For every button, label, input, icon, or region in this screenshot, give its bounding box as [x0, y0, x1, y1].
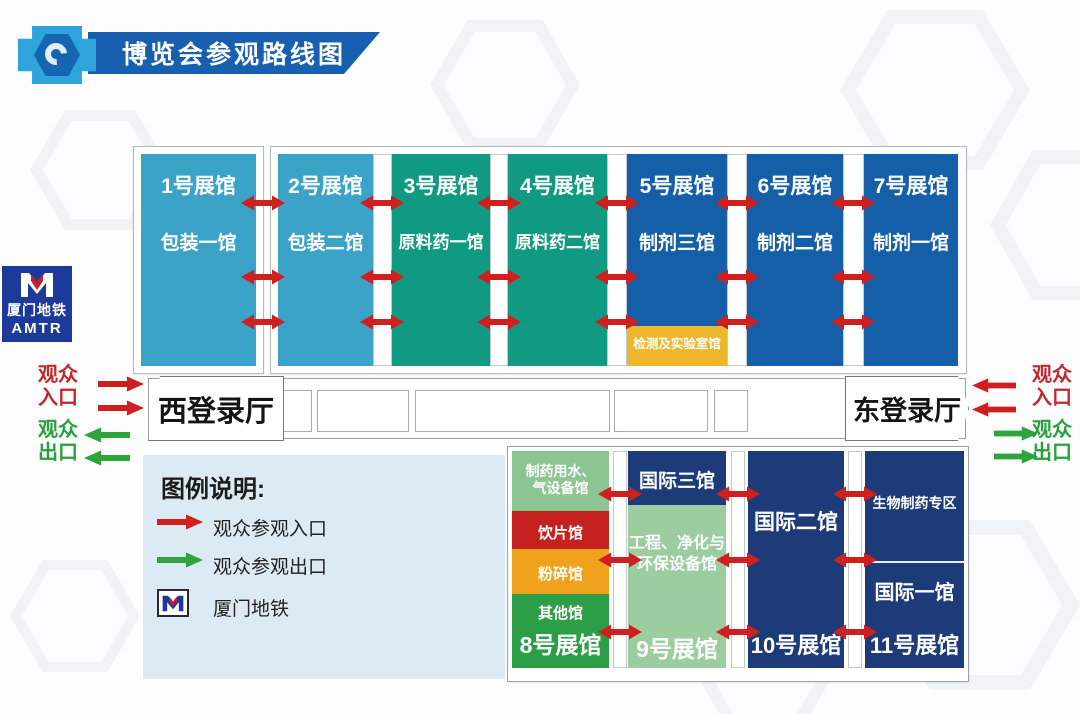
legend-exit-label: 观众参观出口 — [213, 557, 328, 578]
hall-8-number: 8号展馆 — [519, 632, 602, 658]
hall-1-number: 1号展馆 — [161, 175, 236, 198]
hall-11-divider — [865, 561, 964, 563]
hall-8-decoction-zone: 饮片馆 — [512, 511, 609, 549]
hall-10-number: 10号展馆 — [750, 633, 842, 658]
zone-label: 其他馆 — [537, 605, 583, 622]
hall-4: 4号展馆 原料药二馆 — [508, 154, 607, 366]
hall-6-name: 制剂二馆 — [756, 233, 833, 254]
legend-entrance-label: 观众参观入口 — [213, 519, 328, 540]
hall-6: 6号展馆 制剂二馆 — [747, 154, 843, 366]
hall-4-number: 4号展馆 — [520, 175, 595, 198]
hall-2: 2号展馆 包装二馆 — [278, 154, 373, 366]
corridor — [843, 154, 864, 366]
hall-7: 7号展馆 制剂一馆 — [864, 154, 958, 366]
hall-10-name: 国际二馆 — [754, 511, 838, 534]
hall-11-number: 11号展馆 — [869, 633, 960, 658]
zone-label: 制药用水、 — [525, 463, 596, 479]
gate-text: 入口 — [38, 387, 78, 409]
metro-name-en: AMTR — [11, 320, 63, 337]
visitor-exit-label-left: 观众 出口 — [26, 419, 90, 465]
corridor — [607, 154, 627, 366]
visitor-exit-label-right: 观众 出口 — [1020, 419, 1080, 465]
hall-3: 3号展馆 原料药一馆 — [392, 154, 490, 366]
hall-1: 1号展馆 包装一馆 — [141, 154, 256, 366]
gate-text: 出口 — [38, 442, 78, 464]
expo-logo-icon — [12, 18, 104, 90]
legend-title: 图例说明: — [161, 476, 265, 503]
hall-2-name: 包装二馆 — [287, 233, 364, 254]
zone-label: 环保设备馆 — [636, 556, 717, 573]
hall-5-lab-zone: 检测及实验室馆 — [627, 326, 727, 366]
zone-label: 工程、净化与 — [628, 535, 725, 552]
hall-11-name: 国际一馆 — [874, 582, 955, 604]
entrance-arrow-icon — [157, 513, 203, 536]
hall-2-number: 2号展馆 — [288, 175, 363, 198]
exit-arrow-icon — [994, 448, 1038, 470]
entrance-arrow-icon — [98, 375, 144, 398]
zone-label: 气设备馆 — [532, 480, 589, 496]
corridor — [373, 154, 392, 366]
entrance-arrow-icon — [972, 377, 1016, 399]
corridor — [848, 451, 862, 668]
gate-text: 观众 — [1032, 364, 1072, 386]
registration-booth — [614, 390, 708, 432]
metro-logo-icon — [21, 273, 53, 297]
visitor-entrance-label-left: 观众 入口 — [26, 364, 90, 410]
hall-6-number: 6号展馆 — [757, 175, 833, 198]
registration-booth — [317, 390, 409, 432]
west-registration-hall: 西登录厅 — [148, 376, 284, 441]
legend-panel: 图例说明: 观众参观入口 观众参观出口 厦门地铁 — [143, 455, 505, 679]
hall-5-name: 制剂三馆 — [638, 233, 715, 254]
hall-11-biopharma-zone: 生物制药专区 — [872, 495, 957, 511]
metro-logo-icon — [157, 589, 189, 617]
east-registration-hall: 东登录厅 — [845, 376, 969, 441]
hall-1-name: 包装一馆 — [160, 233, 237, 254]
metro-badge: 厦门地铁 AMTR — [2, 266, 72, 342]
hall-3-name: 原料药一馆 — [398, 233, 484, 252]
hall-10: 国际二馆 10号展馆 — [748, 451, 844, 668]
east-hall-label: 东登录厅 — [853, 396, 961, 426]
exit-arrow-icon — [84, 449, 130, 472]
gate-text: 出口 — [1032, 442, 1072, 464]
metro-name-cn: 厦门地铁 — [7, 302, 67, 318]
page-title-banner: 博览会参观路线图 — [88, 32, 380, 74]
zone-label: 粉碎馆 — [537, 566, 583, 583]
zone-label: 国际三馆 — [638, 471, 715, 492]
gate-text: 入口 — [1032, 387, 1072, 409]
corridor — [731, 451, 745, 668]
hall-5-number: 5号展馆 — [639, 175, 715, 198]
registration-booth — [415, 390, 610, 432]
exit-arrow-icon — [84, 426, 130, 449]
hall-9-intl-3: 国际三馆 — [628, 451, 726, 505]
hall-8-crushing-zone: 粉碎馆 — [512, 549, 609, 594]
exit-arrow-icon — [994, 425, 1038, 447]
entrance-arrow-icon — [972, 401, 1016, 423]
registration-booth — [714, 390, 748, 432]
hall-7-name: 制剂一馆 — [872, 233, 949, 254]
hall-9-number: 9号展馆 — [636, 636, 718, 662]
hall-11: 生物制药专区 国际一馆 11号展馆 — [865, 451, 964, 668]
corridor — [613, 451, 627, 668]
hall-8-other-zone: 其他馆 8号展馆 — [512, 594, 609, 668]
legend-metro-label: 厦门地铁 — [213, 599, 290, 620]
gate-text: 观众 — [38, 364, 78, 386]
hall-3-number: 3号展馆 — [403, 175, 479, 198]
gate-text: 观众 — [1032, 419, 1072, 441]
gate-text: 观众 — [38, 419, 78, 441]
corridor — [490, 154, 508, 366]
hall-4-name: 原料药二馆 — [515, 233, 600, 252]
zone-label: 饮片馆 — [537, 525, 583, 542]
hall-8-water-gas-zone: 制药用水、 气设备馆 — [512, 451, 609, 511]
visitor-entrance-label-right: 观众 入口 — [1020, 364, 1080, 410]
exit-arrow-icon — [157, 551, 203, 574]
hall-7-number: 7号展馆 — [873, 175, 949, 198]
corridor — [727, 154, 747, 366]
entrance-arrow-icon — [98, 399, 144, 422]
page-title: 博览会参观路线图 — [122, 41, 347, 69]
west-hall-label: 西登录厅 — [157, 395, 274, 428]
hall-9-engineering-zone: 工程、净化与 环保设备馆 9号展馆 — [628, 505, 726, 668]
